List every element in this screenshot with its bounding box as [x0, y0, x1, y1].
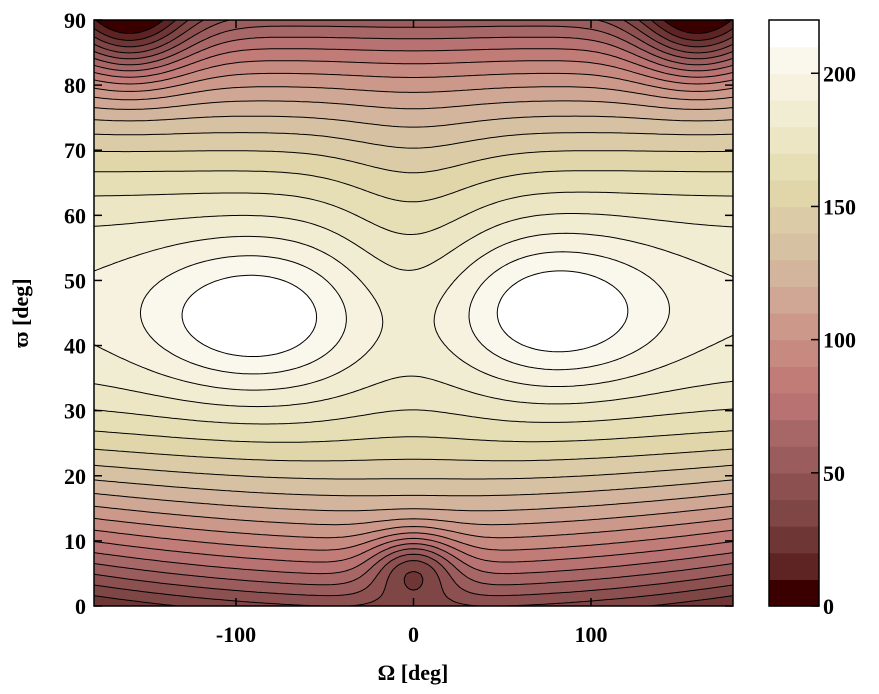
y-tick-label: 80: [64, 73, 86, 98]
colorbar-tick-label: 150: [823, 194, 856, 219]
colorbar-band: [769, 472, 819, 501]
colorbar-band: [769, 339, 819, 367]
x-tick-label: 0: [408, 622, 419, 647]
colorbar-ticks: 0 50 100 150 200: [811, 61, 856, 619]
colorbar-band: [769, 46, 819, 74]
colorbar-band: [769, 99, 819, 128]
colorbar-band: [769, 233, 819, 261]
plot-area: [93, 19, 734, 607]
y-tick-label: 90: [64, 8, 86, 33]
colorbar-band: [769, 179, 819, 208]
colorbar-band: [769, 126, 819, 154]
y-tick-label: 0: [75, 594, 86, 619]
x-axis-ticks: -100 0 100: [216, 20, 608, 647]
colorbar-band: [769, 259, 819, 287]
y-tick-label: 20: [64, 464, 86, 489]
colorbar-band: [769, 73, 819, 101]
colorbar-tick-label: 100: [823, 328, 856, 353]
colorbar-frame: [768, 19, 820, 607]
colorbar-band: [769, 366, 819, 394]
y-tick-label: 70: [64, 138, 86, 163]
colorbar: 0 50 100 150 200: [768, 19, 856, 619]
colorbar-band: [769, 286, 819, 314]
y-tick-label: 40: [64, 334, 86, 359]
colorbar-band: [769, 419, 819, 447]
x-tick-label: 100: [575, 622, 608, 647]
colorbar-band: [769, 499, 819, 527]
y-axis-label: ϖ [deg]: [8, 278, 33, 347]
colorbar-band: [769, 153, 819, 181]
y-axis-ticks: 0 10 20 30 40 50 60 70 80 90: [64, 8, 733, 619]
colorbar-band: [769, 552, 819, 580]
colorbar-band: [769, 526, 819, 554]
colorbar-band: [769, 446, 819, 474]
y-tick-label: 30: [64, 399, 86, 424]
x-tick-label: -100: [216, 622, 256, 647]
y-tick-label: 10: [64, 529, 86, 554]
colorbar-band: [769, 392, 819, 421]
colorbar-band: [769, 206, 819, 234]
x-axis-label: Ω [deg]: [378, 660, 449, 685]
colorbar-tick-label: 0: [823, 594, 834, 619]
y-tick-label: 50: [64, 268, 86, 293]
colorbar-band: [769, 313, 819, 341]
colorbar-tick-label: 50: [823, 461, 845, 486]
contour-fill: [94, 20, 733, 606]
colorbar-tick-label: 200: [823, 61, 856, 86]
contour-lines: [94, 20, 733, 606]
colorbar-bands: [769, 20, 819, 607]
y-tick-label: 60: [64, 203, 86, 228]
colorbar-band: [769, 579, 819, 607]
colorbar-band: [769, 20, 819, 48]
